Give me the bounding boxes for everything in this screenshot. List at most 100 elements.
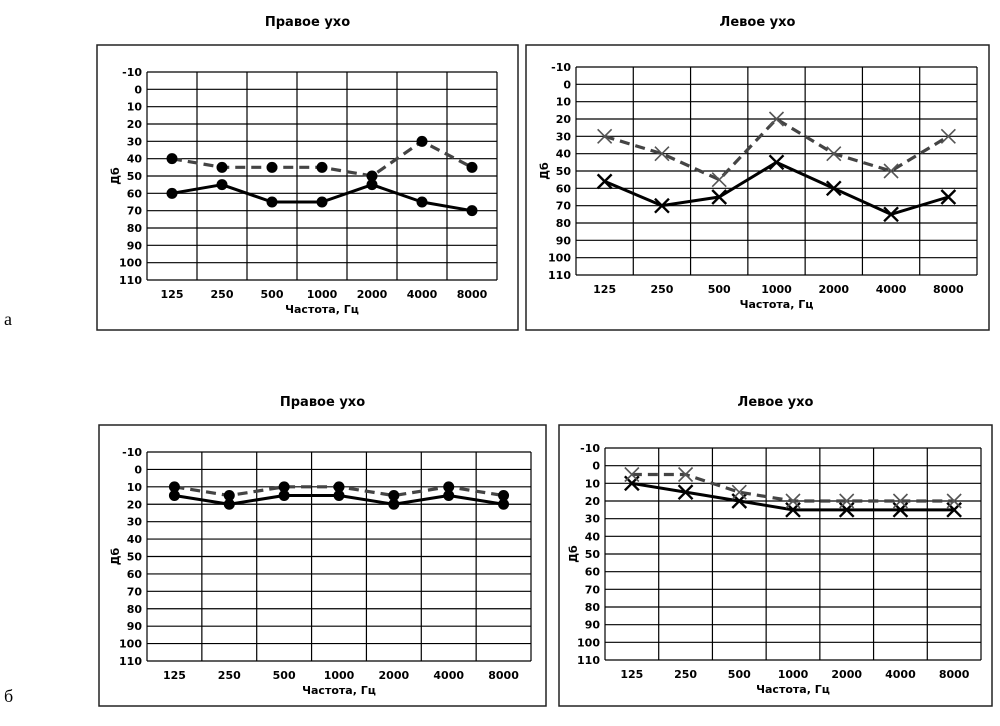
y-tick-label: 0 [563,78,571,91]
x-tick-label: 125 [163,669,186,682]
data-point-circle [388,490,400,502]
x-tick-label: 500 [728,668,751,681]
data-point-circle [416,196,428,208]
data-point-circle [466,161,478,173]
data-point-x [768,154,785,171]
y-tick-label: 0 [134,83,142,96]
chart-2: Левое ухо -10 0 10 20 30 40 50 60 70 80 90 100 110 125… [525,15,990,331]
y-tick-label: 60 [127,187,143,200]
chart-frame [558,424,993,707]
data-point-circle [416,135,428,147]
data-point-circle [388,498,400,510]
x-tick-label: 250 [674,668,697,681]
y-tick-label: 80 [585,601,601,614]
x-tick-label: 4000 [885,668,916,681]
y-tick-label: 100 [577,636,600,649]
data-point-circle [223,490,235,502]
data-point-circle [216,161,228,173]
y-tick-label: 80 [556,217,572,230]
data-point-x [596,173,613,190]
y-tick-label: 100 [119,257,142,270]
y-tick-label: 0 [134,463,142,476]
chart-title: Правое ухо [265,15,350,30]
y-tick-label: 80 [127,222,143,235]
y-tick-label: 30 [556,130,572,143]
data-point-circle [333,481,345,493]
data-point-circle [366,170,378,182]
y-tick-label: 10 [127,481,143,494]
x-tick-label: 1000 [324,669,355,682]
data-point-x [883,206,899,223]
y-tick-label: 20 [585,495,601,508]
y-tick-label: 90 [127,620,143,633]
x-tick-label: 4000 [407,288,438,301]
x-tick-label: 250 [211,288,234,301]
y-tick-label: 60 [556,182,572,195]
data-point-x [940,128,956,144]
x-tick-label: 500 [261,288,284,301]
y-tick-label: 20 [127,498,143,511]
data-point-circle [498,490,510,502]
data-point-circle [333,490,345,502]
chart-frame [525,44,990,331]
y-tick-label: 60 [585,566,601,579]
y-axis-label: Дб [109,167,122,185]
y-tick-label: -10 [122,66,142,79]
data-point-x [711,172,727,188]
panel-letter-a: а [4,309,12,329]
charts-group: Правое ухо-10010203040506070809010011012… [96,15,993,707]
data-point-x [768,111,785,127]
chart-3: Правое ухо -10 0 10 20 30 40 50 60 70 80 90 100 110 12… [98,395,547,707]
y-tick-label: 70 [127,205,143,218]
data-point-x [731,484,747,500]
y-tick-label: 40 [127,533,143,546]
data-point-circle [278,490,290,502]
y-tick-label: 90 [127,239,143,252]
x-axis-label: Частота, Гц [302,684,376,697]
data-point-circle [366,179,378,191]
data-point-x [839,493,855,509]
chart-4: Левое ухо -10 0 10 20 30 40 50 60 70 80 90 100 110 125… [558,395,993,707]
data-point-circle [266,196,278,208]
data-point-circle [166,187,178,199]
y-tick-label: 20 [127,118,143,131]
chart-frame [96,44,519,331]
x-tick-label: 1000 [761,283,792,296]
x-tick-label: 4000 [876,283,907,296]
x-tick-label: 2000 [818,283,849,296]
data-point-x [883,163,899,179]
data-point-x [597,128,613,144]
data-point-circle [443,481,455,493]
y-tick-label: -10 [551,61,571,74]
x-axis-label: Частота, Гц [740,298,814,311]
y-tick-label: 70 [585,583,601,596]
x-tick-label: 1000 [778,668,809,681]
y-tick-label: 90 [585,619,601,632]
y-tick-label: 110 [577,654,600,667]
chart-title: Левое ухо [738,395,814,410]
data-point-circle [216,179,228,191]
y-tick-label: 110 [119,274,142,287]
chart-1: Правое ухо -10 0 10 20 30 40 50 60 70 80 90 100 110 12… [96,15,519,331]
y-tick-label: 100 [548,252,571,265]
data-point-x [825,180,842,197]
data-point-x [654,146,670,162]
y-tick-label: 90 [556,234,572,247]
y-tick-label: 110 [119,655,142,668]
data-point-x [785,493,801,509]
y-tick-label: 100 [119,638,142,651]
y-tick-label: 40 [585,530,601,543]
x-tick-label: 125 [161,288,184,301]
x-tick-label: 1000 [307,288,338,301]
data-point-x [892,493,908,509]
x-tick-label: 125 [620,668,643,681]
y-tick-label: 70 [556,200,572,213]
x-tick-label: 250 [650,283,673,296]
x-tick-label: 8000 [457,288,488,301]
data-point-x [624,466,640,483]
y-tick-label: 10 [127,101,143,114]
x-tick-label: 500 [273,669,296,682]
y-tick-label: 30 [127,135,143,148]
data-point-x [677,484,694,501]
